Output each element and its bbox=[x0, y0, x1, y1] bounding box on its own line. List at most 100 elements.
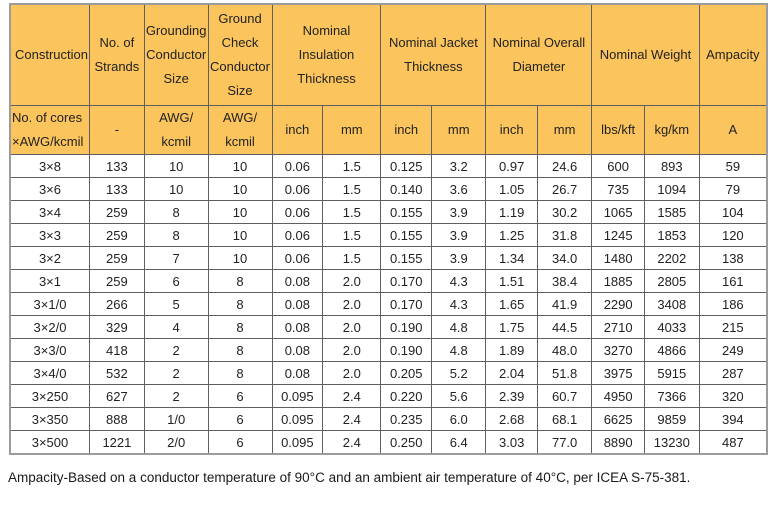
table-cell: 186 bbox=[698, 292, 768, 317]
table-cell: 0.170 bbox=[380, 269, 433, 294]
table-cell: 0.250 bbox=[380, 430, 433, 455]
table-cell: 2202 bbox=[643, 246, 700, 271]
table-cell: 3270 bbox=[591, 338, 645, 363]
table-cell: 600 bbox=[591, 154, 645, 179]
table-cell: 8 bbox=[143, 200, 209, 225]
table-cell: 1.65 bbox=[485, 292, 538, 317]
table-cell: 3×2/0 bbox=[9, 315, 90, 340]
table-cell: 4 bbox=[143, 315, 209, 340]
table-cell: 48.0 bbox=[536, 338, 593, 363]
table-cell: 3975 bbox=[591, 361, 645, 386]
table-row: 3×3/0 418 2 8 0.08 2.0 0.190 4.8 1.89 48.0 3270 486… bbox=[9, 338, 768, 363]
table-cell: 0.235 bbox=[380, 407, 433, 432]
table-cell: 893 bbox=[643, 154, 700, 179]
table-cell: 3×350 bbox=[9, 407, 90, 432]
table-cell: 8 bbox=[207, 315, 273, 340]
table-cell: 259 bbox=[88, 246, 145, 271]
table-cell: 3408 bbox=[643, 292, 700, 317]
table-cell: 3.03 bbox=[485, 430, 538, 455]
table-row: 3×1/0 266 5 8 0.08 2.0 0.170 4.3 1.65 41.9 2290 340… bbox=[9, 292, 768, 317]
table-cell: 6 bbox=[207, 407, 273, 432]
table-row: 3×8 133 10 10 0.06 1.5 0.125 3.2 0.97 24.6 600 893 5… bbox=[9, 154, 768, 179]
table-cell: 6.4 bbox=[431, 430, 487, 455]
table-cell: 0.06 bbox=[271, 223, 324, 248]
table-cell: 249 bbox=[698, 338, 768, 363]
table-cell: 68.1 bbox=[536, 407, 593, 432]
table-cell: 0.155 bbox=[380, 223, 433, 248]
table-cell: 10 bbox=[207, 177, 273, 202]
table-cell: 9859 bbox=[643, 407, 700, 432]
table-cell: 10 bbox=[207, 154, 273, 179]
table-cell: 3.9 bbox=[431, 200, 487, 225]
table-cell: 1.5 bbox=[322, 246, 382, 271]
table-cell: 8 bbox=[143, 223, 209, 248]
table-cell: 2 bbox=[143, 361, 209, 386]
table-cell: 0.08 bbox=[271, 292, 324, 317]
table-cell: 1221 bbox=[88, 430, 145, 455]
table-cell: 2.39 bbox=[485, 384, 538, 409]
table-cell: 13230 bbox=[643, 430, 700, 455]
table-cell: 41.9 bbox=[536, 292, 593, 317]
table-row: 3×2/0 329 4 8 0.08 2.0 0.190 4.8 1.75 44.5 2710 403… bbox=[9, 315, 768, 340]
table-cell: 0.06 bbox=[271, 177, 324, 202]
col-header-insulation-thickness: Nominal Insulation Thickness bbox=[271, 3, 382, 107]
col-header-jacket-thickness: Nominal Jacket Thickness bbox=[380, 3, 487, 107]
table-cell: 5.6 bbox=[431, 384, 487, 409]
table-row: 3×2 259 7 10 0.06 1.5 0.155 3.9 1.34 34.0 1480 2202… bbox=[9, 246, 768, 271]
unit-cores-awg: No. of cores ×AWG/kcmil bbox=[9, 105, 90, 156]
col-header-ampacity: Ampacity bbox=[698, 3, 768, 107]
table-cell: 8 bbox=[207, 338, 273, 363]
table-cell: 394 bbox=[698, 407, 768, 432]
table-cell: 2.4 bbox=[322, 384, 382, 409]
unit-ampacity-a: A bbox=[698, 105, 768, 156]
table-cell: 4.8 bbox=[431, 338, 487, 363]
table-cell: 1.5 bbox=[322, 223, 382, 248]
table-cell: 2805 bbox=[643, 269, 700, 294]
table-cell: 4.8 bbox=[431, 315, 487, 340]
unit-ground-check-awg: AWG/ kcmil bbox=[207, 105, 273, 156]
table-cell: 5.2 bbox=[431, 361, 487, 386]
table-cell: 133 bbox=[88, 177, 145, 202]
table-cell: 266 bbox=[88, 292, 145, 317]
table-cell: 10 bbox=[207, 246, 273, 271]
table-cell: 1245 bbox=[591, 223, 645, 248]
table-cell: 0.205 bbox=[380, 361, 433, 386]
table-cell: 1885 bbox=[591, 269, 645, 294]
table-cell: 3×500 bbox=[9, 430, 90, 455]
table-cell: 2/0 bbox=[143, 430, 209, 455]
table-cell: 0.155 bbox=[380, 246, 433, 271]
table-cell: 0.08 bbox=[271, 361, 324, 386]
table-cell: 1480 bbox=[591, 246, 645, 271]
table-cell: 6.0 bbox=[431, 407, 487, 432]
table-cell: 77.0 bbox=[536, 430, 593, 455]
table-cell: 10 bbox=[207, 223, 273, 248]
table-cell: 3.2 bbox=[431, 154, 487, 179]
table-cell: 4950 bbox=[591, 384, 645, 409]
table-cell: 215 bbox=[698, 315, 768, 340]
unit-strands: - bbox=[88, 105, 145, 156]
table-cell: 3.9 bbox=[431, 223, 487, 248]
unit-insulation-inch: inch bbox=[271, 105, 324, 156]
table-row: 3×6 133 10 10 0.06 1.5 0.140 3.6 1.05 26.7 735 1094… bbox=[9, 177, 768, 202]
table-cell: 34.0 bbox=[536, 246, 593, 271]
table-cell: 3.9 bbox=[431, 246, 487, 271]
table-cell: 1.75 bbox=[485, 315, 538, 340]
table-cell: 1065 bbox=[591, 200, 645, 225]
table-cell: 259 bbox=[88, 269, 145, 294]
table-cell: 6625 bbox=[591, 407, 645, 432]
unit-weight-lbs: lbs/kft bbox=[591, 105, 645, 156]
table-cell: 1.34 bbox=[485, 246, 538, 271]
table-cell: 8890 bbox=[591, 430, 645, 455]
ampacity-footnote: Ampacity-Based on a conductor temperatur… bbox=[8, 469, 691, 485]
table-cell: 0.125 bbox=[380, 154, 433, 179]
table-cell: 3×250 bbox=[9, 384, 90, 409]
unit-jacket-inch: inch bbox=[380, 105, 433, 156]
table-cell: 31.8 bbox=[536, 223, 593, 248]
table-cell: 4.3 bbox=[431, 292, 487, 317]
table-row: 3×1 259 6 8 0.08 2.0 0.170 4.3 1.51 38.4 1885 2805 1… bbox=[9, 269, 768, 294]
col-header-weight: Nominal Weight bbox=[591, 3, 700, 107]
table-cell: 259 bbox=[88, 200, 145, 225]
cable-spec-table: Construction No. of Strands Grounding Co… bbox=[9, 3, 768, 455]
table-cell: 3×8 bbox=[9, 154, 90, 179]
table-cell: 0.06 bbox=[271, 246, 324, 271]
